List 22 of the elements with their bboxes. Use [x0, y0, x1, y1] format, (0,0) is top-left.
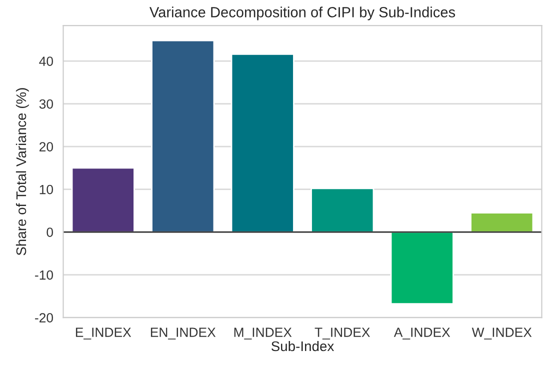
bar: [151, 40, 215, 233]
x-tick-label: EN_INDEX: [150, 328, 216, 340]
y-axis-title: Share of Total Variance (%): [16, 88, 29, 256]
y-tick-label: 30: [39, 99, 54, 109]
y-tick-label: 10: [40, 184, 54, 194]
x-tick-label: W_INDEX: [472, 328, 532, 340]
y-tick-label: 0: [46, 228, 54, 237]
x-tick-label: T_INDEX: [314, 328, 370, 340]
y-tick-label: 20: [40, 142, 54, 152]
y-tick-label: 40: [39, 56, 54, 66]
x-tick-label: A_INDEX: [394, 328, 450, 340]
x-tick-label: M_INDEX: [234, 328, 292, 340]
y-tick-label: -10: [35, 270, 54, 280]
bar: [390, 231, 454, 305]
chart-title: Variance Decomposition of CIPI by Sub-Indices: [150, 6, 456, 20]
bar: [470, 212, 534, 233]
bar: [230, 54, 294, 233]
bar: [71, 167, 135, 233]
bar: [310, 188, 374, 233]
x-axis-title: Sub-Index: [271, 340, 334, 352]
y-tick-label: -20: [35, 313, 54, 322]
x-tick-label: E_INDEX: [76, 328, 132, 340]
